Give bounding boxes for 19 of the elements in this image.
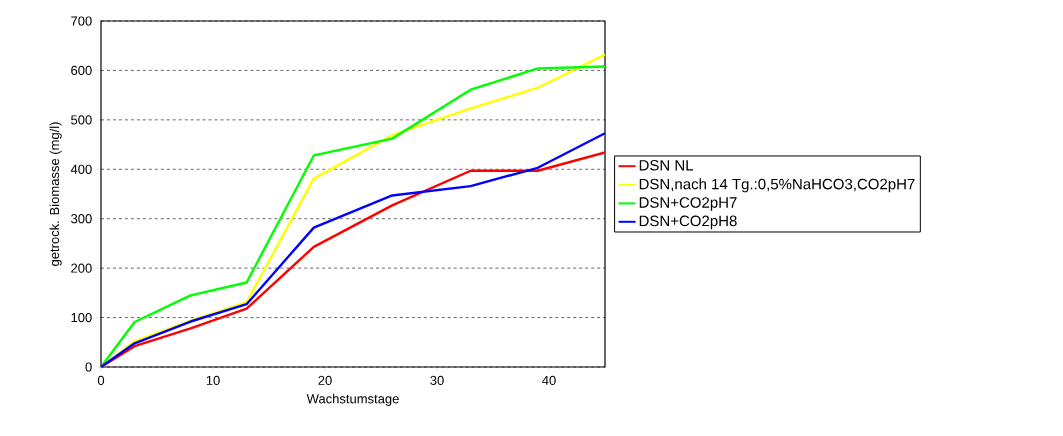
y-tick-label: 300 xyxy=(71,214,92,224)
y-tick-label: 600 xyxy=(71,65,92,76)
y-tick-label: 0 xyxy=(85,362,92,372)
x-tick-label: 30 xyxy=(430,375,444,385)
y-axis-title: getrock. Biomasse (mg/l) xyxy=(49,122,62,266)
legend-label: DSN,nach 14 Tg.:0,5%NaHCO3,CO2pH7 xyxy=(639,178,915,193)
legend-label: DSN+CO2pH8 xyxy=(639,215,737,230)
y-tick-label: 200 xyxy=(71,263,92,273)
x-tick-label: 40 xyxy=(542,375,556,385)
x-axis-title: Wachstumstage xyxy=(306,393,399,406)
y-tick-label: 400 xyxy=(70,164,92,174)
legend-label: DSN NL xyxy=(639,159,694,171)
x-tick-label: 20 xyxy=(318,375,332,385)
y-tick-label: 100 xyxy=(71,312,92,323)
legend-label: DSN+CO2pH7 xyxy=(639,197,737,211)
x-tick-label: 0 xyxy=(97,375,105,385)
x-tick-label: 10 xyxy=(206,375,220,385)
y-tick-label: 500 xyxy=(71,115,92,125)
y-tick-label: 700 xyxy=(71,16,92,26)
